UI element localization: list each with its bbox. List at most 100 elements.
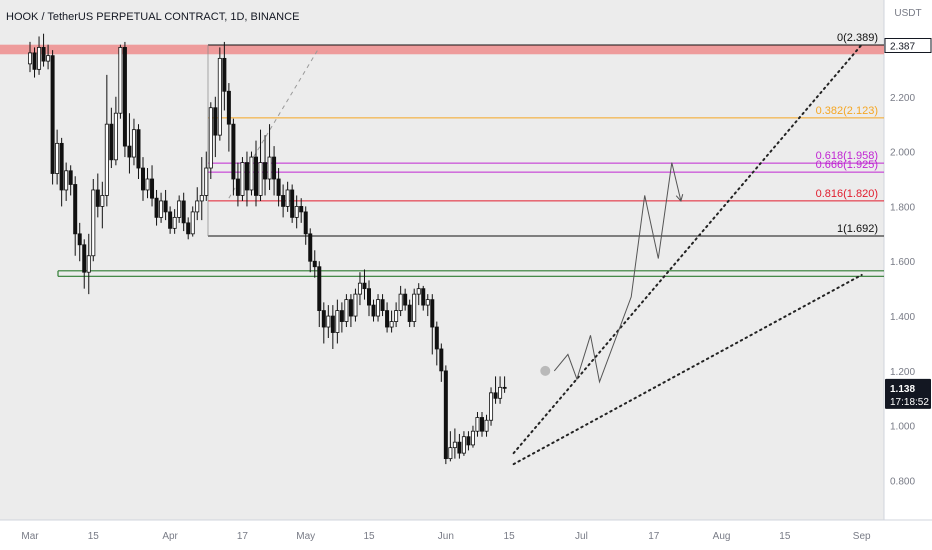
candle-body-5: [50, 55, 55, 174]
candle-body-23: [131, 129, 136, 158]
candle-body-36: [190, 211, 195, 235]
price-tick-2: 1.800: [890, 202, 915, 213]
candle-body-17: [104, 123, 109, 196]
symbol-title: HOOK / TetherUS PERPETUAL CONTRACT, 1D, …: [6, 11, 299, 23]
time-tick-0: Mar: [21, 531, 39, 542]
time-tick-1: 15: [88, 531, 100, 542]
candle-body-21: [122, 47, 127, 147]
candle-body-41: [213, 107, 218, 136]
candle-body-62: [308, 233, 313, 262]
candle-body-56: [281, 195, 286, 207]
time-tick-5: 15: [363, 531, 375, 542]
time-tick-2: Apr: [162, 531, 178, 542]
candle-body-24: [136, 129, 141, 169]
candle-body-86: [416, 288, 421, 295]
candle-body-59: [294, 206, 299, 218]
candle-body-91: [439, 348, 444, 372]
candle-body-69: [339, 310, 344, 322]
candle-body-37: [195, 200, 200, 213]
time-tick-12: Sep: [853, 531, 871, 542]
price-tick-7: 0.800: [890, 477, 915, 488]
candle-body-57: [285, 189, 290, 207]
time-tick-10: Aug: [713, 531, 731, 542]
fib-label-3: 0.666(1.925): [816, 159, 878, 171]
projection-path: [553, 162, 682, 384]
price-tick-1: 2.000: [890, 148, 915, 159]
plot-area[interactable]: [0, 0, 884, 520]
price-tag-bg-0: [884, 37, 932, 53]
candle-body-46: [235, 178, 240, 196]
candle-body-26: [145, 178, 150, 191]
price-tag-1: 1.138: [890, 384, 915, 395]
candle-body-54: [272, 156, 277, 180]
channel-lower-line: [512, 273, 863, 466]
candle-body-103: [493, 392, 498, 399]
price-axis-unit: USDT: [894, 8, 921, 19]
price-tag-time-1: 17:18:52: [890, 397, 929, 408]
candle-body-67: [330, 315, 335, 333]
candle-body-33: [177, 200, 182, 218]
candle-body-84: [407, 304, 412, 322]
candle-body-101: [484, 419, 489, 432]
candle-body-42: [217, 57, 222, 136]
candle-body-19: [113, 112, 118, 161]
candle-body-105: [502, 386, 507, 389]
candle-body-4: [46, 55, 51, 62]
candle-body-11: [77, 233, 82, 246]
candle-body-25: [140, 167, 145, 191]
candle-body-85: [412, 293, 417, 322]
candle-body-14: [91, 189, 96, 257]
projection-arrowhead: [675, 194, 684, 202]
candle-body-76: [371, 304, 376, 317]
candle-body-18: [109, 123, 114, 161]
candle-body-22: [127, 145, 132, 158]
candle-body-53: [267, 156, 272, 180]
candle-body-64: [317, 266, 322, 311]
candle-body-75: [366, 288, 371, 306]
candle-body-20: [118, 47, 123, 114]
candle-body-104: [498, 386, 503, 399]
price-tick-4: 1.400: [890, 312, 915, 323]
candle-body-81: [394, 310, 399, 322]
candle-body-45: [231, 123, 236, 180]
candle-body-92: [443, 370, 448, 460]
candle-body-32: [172, 216, 177, 229]
candle-body-12: [82, 244, 87, 273]
resistance-zone: [0, 44, 884, 55]
candle-body-74: [362, 282, 367, 290]
candle-body-3: [41, 47, 46, 62]
candle-body-44: [226, 90, 231, 125]
price-tag-bg-1: [885, 378, 931, 409]
fib-label-2: 0.618(1.958): [816, 150, 878, 162]
candle-body-39: [204, 167, 209, 196]
time-axis-panel[interactable]: [0, 520, 932, 550]
fib-label-5: 1(1.692): [837, 223, 878, 235]
candle-body-55: [276, 178, 281, 196]
candle-body-10: [73, 184, 78, 235]
time-tick-7: 15: [504, 531, 516, 542]
candle-body-89: [430, 299, 435, 328]
candle-body-77: [376, 299, 381, 317]
candle-body-52: [263, 162, 268, 180]
candle-body-79: [385, 310, 390, 328]
candle-body-0: [27, 52, 32, 65]
channel-upper-line: [512, 43, 863, 455]
candle-body-31: [168, 211, 173, 229]
candle-body-47: [240, 162, 245, 196]
candle-body-98: [470, 430, 475, 446]
candle-body-100: [479, 417, 484, 432]
candle-body-38: [199, 195, 204, 202]
candle-body-28: [154, 197, 159, 218]
candle-body-96: [461, 436, 466, 454]
price-axis-panel[interactable]: [884, 0, 932, 550]
marker-dot: [540, 365, 551, 376]
candle-body-8: [64, 170, 69, 191]
candle-body-87: [421, 288, 426, 306]
candle-body-27: [150, 178, 155, 199]
candle-body-49: [249, 156, 254, 191]
candle-body-95: [457, 441, 462, 454]
candle-body-73: [357, 282, 362, 295]
candle-body-15: [95, 189, 100, 207]
